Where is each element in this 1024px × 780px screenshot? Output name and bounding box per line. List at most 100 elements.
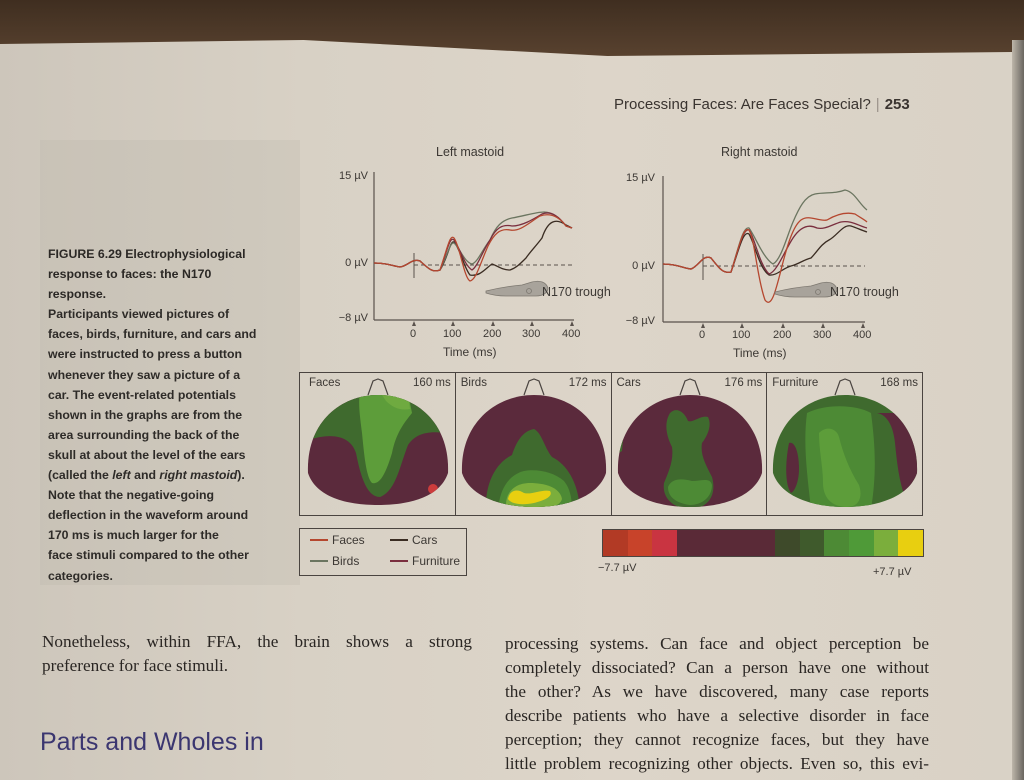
body-text-left: Nonetheless, within FFA, the brain shows… — [42, 630, 472, 678]
caption-line: Note that the negative-going — [48, 488, 215, 503]
scalp-map-furniture — [773, 378, 918, 507]
x-tick-label: 400 — [853, 329, 872, 341]
caption-line: Participants viewed pictures of — [48, 307, 230, 322]
voltage-colorbar — [602, 529, 924, 557]
colorbar-step — [652, 530, 677, 556]
caption-line: were instructed to press a button — [48, 347, 243, 362]
n170-annotation: N170 trough — [830, 285, 899, 299]
n170-annotation: N170 trough — [542, 285, 611, 299]
x-tick-label: 300 — [813, 329, 832, 341]
x-tick-label: 300 — [522, 328, 541, 340]
caption-line: FIGURE 6.29 Electrophysiological — [48, 247, 246, 261]
colorbar-max-label: +7.7 µV — [873, 566, 912, 578]
legend-swatch — [310, 539, 328, 541]
colorbar-step — [701, 530, 727, 556]
y-tick-label: −8 µV — [338, 312, 368, 324]
caption-line: car. The event-related potentials — [48, 387, 236, 402]
pointing-hand-icon — [774, 281, 838, 298]
caption-line: skull at about the level of the ears — [48, 447, 246, 462]
legend-swatch — [310, 560, 328, 562]
figure-caption: FIGURE 6.29 Electrophysiological respons… — [48, 244, 280, 586]
colorbar-step — [824, 530, 850, 556]
map-label: Cars — [616, 377, 641, 389]
series-faces — [373, 214, 573, 282]
chart-title: Left mastoid — [436, 145, 505, 159]
running-head-separator: | — [875, 96, 880, 113]
caption-line: 170 ms is much larger for the — [48, 528, 219, 543]
text-line: little problem recognizing other objects… — [505, 754, 929, 773]
map-label: Furniture — [772, 377, 819, 389]
body-text-right: processing systems. Can face and object … — [505, 632, 929, 776]
series-cars — [373, 220, 573, 276]
x-tick-label: 100 — [443, 328, 462, 340]
caption-text: and — [130, 468, 160, 483]
caption-line: categories. — [48, 568, 113, 583]
legend-label: Furniture — [412, 554, 461, 568]
legend-swatch — [390, 539, 408, 541]
colorbar-min-label: −7.7 µV — [598, 562, 637, 574]
topomap-furniture: Furniture 168 ms — [767, 373, 922, 515]
x-tick-label: 200 — [483, 328, 502, 340]
x-axis-label: Time (ms) — [733, 346, 787, 360]
caption-line: response to faces: the N170 — [48, 267, 212, 282]
colorbar-step — [898, 530, 923, 556]
text-line: processing systems. Can face and object … — [505, 634, 929, 653]
text-line: describe patients who have a selective d… — [505, 706, 929, 725]
caption-line: (called the left and right mastoid). — [48, 465, 280, 485]
scalp-map-cars — [617, 378, 762, 507]
colorbar-step — [849, 530, 874, 556]
colorbar-step — [603, 530, 628, 556]
legend-label: Cars — [412, 533, 438, 547]
caption-text: ). — [237, 468, 245, 483]
chart-right-mastoid: Right mastoid 15 µV 0 µV −8 µV N170 trou… — [615, 140, 925, 370]
text-line: completely dissociated? Can a person hav… — [505, 658, 929, 677]
legend-swatch — [390, 560, 408, 562]
pointing-hand-icon — [485, 280, 549, 297]
topomap-birds: Birds 172 ms — [456, 373, 612, 515]
topomap-faces: Faces 160 ms — [300, 373, 456, 515]
text-line: the other? As we have discovered, many c… — [505, 682, 929, 701]
caption-line: whenever they saw a picture of a — [48, 367, 241, 382]
colorbar-step — [726, 530, 751, 556]
text-line: Nonetheless, within FFA, the brain shows… — [42, 632, 472, 651]
chart-legend: Faces Cars Birds Furniture — [299, 528, 467, 576]
x-tick-label: 0 — [699, 329, 706, 341]
x-tick-label: 400 — [562, 328, 581, 340]
caption-line: face stimuli compared to the other — [48, 548, 249, 563]
colorbar-step — [799, 530, 825, 556]
topomap-cars: Cars 176 ms — [612, 373, 768, 515]
map-time: 160 ms — [413, 377, 451, 389]
colorbar-step — [676, 530, 702, 556]
legend-item-cars: Cars — [390, 533, 437, 547]
running-head-title: Processing Faces: Are Faces Special? — [614, 96, 871, 113]
caption-line: response. — [48, 287, 107, 302]
series-birds — [662, 189, 868, 274]
caption-line: area surrounding the back of the — [48, 427, 240, 442]
y-tick-label: −8 µV — [625, 315, 655, 327]
map-time: 168 ms — [880, 377, 918, 389]
colorbar-step — [750, 530, 776, 556]
scalp-map-birds — [461, 378, 606, 507]
running-head: Processing Faces: Are Faces Special? | 253 — [614, 96, 910, 113]
legend-item-furniture: Furniture — [390, 554, 460, 568]
caption-italic-right-mastoid: right mastoid — [159, 468, 238, 483]
caption-line: shown in the graphs are from the — [48, 407, 243, 422]
map-label: Birds — [460, 377, 487, 389]
figure-caption-panel — [40, 140, 300, 585]
text-line: preference for face stimuli. — [42, 656, 229, 675]
legend-item-birds: Birds — [310, 554, 359, 568]
caption-line: deflection in the waveform around — [48, 508, 249, 523]
series-furniture — [373, 212, 573, 272]
x-axis-label: Time (ms) — [443, 345, 497, 359]
legend-label: Faces — [332, 533, 365, 547]
caption-italic-left: left — [112, 468, 131, 483]
x-tick-label: 200 — [773, 329, 792, 341]
x-tick-label: 0 — [410, 328, 417, 340]
section-heading: Parts and Wholes in — [40, 728, 264, 756]
topomap-panel: Faces 160 ms Birds 172 ms — [299, 372, 923, 516]
waveform-plot — [662, 176, 868, 328]
scalp-map-faces — [307, 378, 449, 505]
waveform-plot — [373, 172, 574, 326]
y-tick-label: 15 µV — [626, 172, 655, 184]
y-tick-label: 15 µV — [339, 170, 368, 182]
